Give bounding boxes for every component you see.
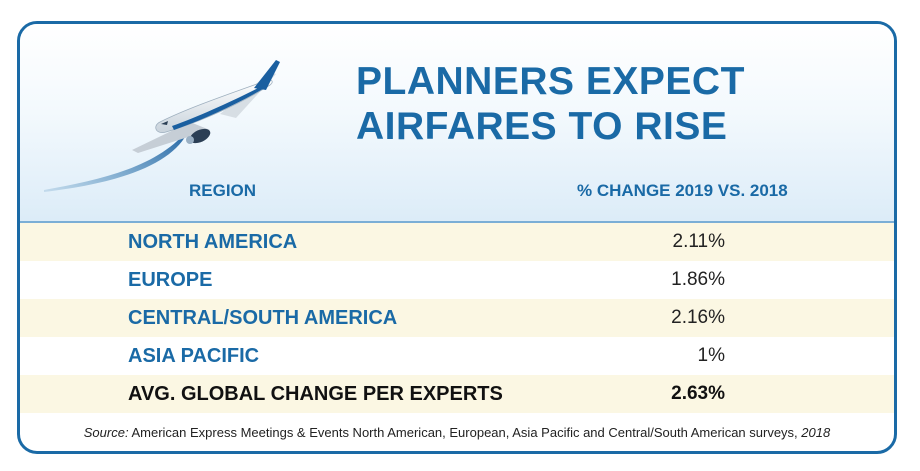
change-value: 1%: [697, 345, 725, 366]
change-value: 2.16%: [671, 307, 725, 328]
source-year: 2018: [801, 425, 831, 440]
change-value: 2.63%: [671, 383, 725, 404]
change-value: 1.86%: [671, 269, 725, 290]
column-header-region: REGION: [189, 181, 257, 200]
data-table: NORTH AMERICA 2.11% EUROPE 1.86% CENTRAL…: [20, 223, 894, 413]
title-line-2: AIRFARES TO RISE: [356, 105, 728, 148]
region-label: EUROPE: [128, 269, 213, 291]
chart-title: PLANNERS EXPECT AIRFARES TO RISE: [356, 59, 745, 149]
column-header-change: % CHANGE 2019 VS. 2018: [577, 181, 788, 200]
infographic-card: PLANNERS EXPECT AIRFARES TO RISE REGION …: [17, 21, 897, 454]
region-label: CENTRAL/SOUTH AMERICA: [128, 307, 398, 329]
source-label: Source:: [83, 425, 129, 440]
region-label: ASIA PACIFIC: [128, 345, 260, 367]
table-row: EUROPE 1.86%: [20, 261, 894, 299]
source-note: Source: American Express Meetings & Even…: [20, 425, 894, 440]
table-row: CENTRAL/SOUTH AMERICA 2.16%: [20, 299, 894, 337]
header-divider: [20, 221, 894, 223]
title-line-1: PLANNERS EXPECT: [356, 60, 745, 103]
source-text: American Express Meetings & Events North…: [128, 425, 802, 440]
table-row: ASIA PACIFIC 1%: [20, 337, 894, 375]
table-row: NORTH AMERICA 2.11%: [20, 223, 894, 261]
table-row-total: AVG. GLOBAL CHANGE PER EXPERTS 2.63%: [20, 375, 894, 413]
region-label: AVG. GLOBAL CHANGE PER EXPERTS: [128, 383, 503, 405]
region-label: NORTH AMERICA: [128, 231, 298, 253]
change-value: 2.11%: [672, 231, 725, 252]
airplane-icon: [44, 60, 280, 192]
